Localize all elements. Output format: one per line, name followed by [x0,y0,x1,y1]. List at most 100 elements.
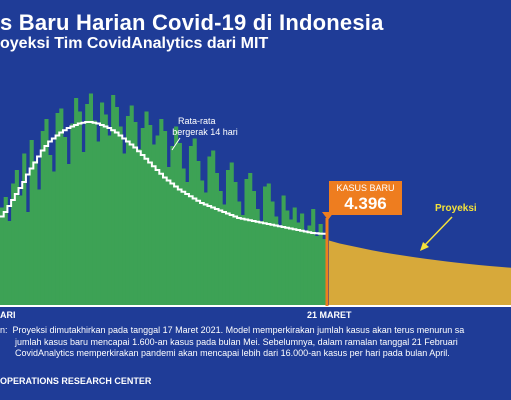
daily-cases-bar [200,180,205,305]
daily-cases-bar [244,179,249,305]
chart-note: n: Proyeksi dimutakhirkan pada tanggal 1… [0,325,464,360]
daily-cases-bar [25,212,31,305]
daily-cases-bar [111,95,116,305]
daily-cases-bar [77,111,82,305]
daily-cases-bar [88,93,94,305]
daily-cases-bar [181,168,186,305]
daily-cases-bar [148,125,153,305]
daily-cases-bar [40,131,45,305]
daily-cases-bar [144,111,149,305]
daily-cases-bar [7,221,12,305]
projection-arrow-head [420,242,429,251]
projection-label: Proyeksi [435,203,477,214]
daily-cases-bar [196,161,201,305]
chart-title: s Baru Harian Covid-19 di Indonesia [0,10,384,35]
daily-cases-bar [303,231,308,305]
daily-cases-bar [292,207,297,305]
daily-cases-bar [114,107,119,305]
current-cases-label: KASUS BARU [336,183,395,193]
daily-cases-bar [29,140,34,305]
daily-cases-bar [251,191,257,305]
daily-cases-bar [85,104,90,305]
moving-average-path [0,121,326,235]
daily-cases-bar [55,113,60,305]
daily-cases-bar [211,150,216,305]
note-line-2: jumlah kasus baru mencapai 1.600-an kasu… [0,336,458,347]
daily-cases-bar [296,222,301,305]
daily-cases-bar [318,224,323,305]
daily-cases-bar [248,173,253,305]
daily-cases-bar [3,197,8,305]
daily-cases-bar [0,207,5,305]
daily-cases-bar [118,126,123,305]
daily-cases-bar [259,221,264,305]
daily-cases-bar [188,146,194,305]
current-cases-value: 4.396 [344,194,387,213]
projection-area [329,240,511,305]
daily-cases-bar [311,209,316,305]
daily-cases-bar [66,164,71,305]
chart-subtitle: oyeksi Tim CovidAnalytics dari MIT [0,35,269,52]
daily-cases-bar [288,219,294,305]
daily-cases-bar [59,108,64,305]
x-tick-label-21-maret: 21 MARET [307,310,352,320]
daily-cases-bar [81,152,86,305]
daily-cases-bar [237,201,242,305]
daily-cases-bar [133,122,138,305]
daily-cases-bar [14,170,19,305]
moving-average-pointer [171,137,181,151]
daily-cases-bar [185,182,190,305]
daily-cases-bar [214,173,219,305]
daily-cases-bar [103,114,108,305]
daily-cases-bar [48,155,53,305]
daily-cases-bar [255,209,260,305]
moving-average-line [0,121,326,235]
daily-cases-bar [96,141,101,305]
daily-cases-bar [225,170,231,305]
daily-cases-bar [159,119,164,305]
daily-cases-bar [192,138,197,305]
daily-cases-bar [203,192,208,305]
daily-cases-bar [174,126,179,305]
daily-cases-bar [44,119,49,305]
daily-cases-bar [122,153,127,305]
moving-average-label-line-1: Rata-rata [178,116,216,126]
daily-cases-bar [263,186,268,305]
daily-cases-bar [170,146,175,305]
projection-area-shape [329,240,511,305]
daily-cases-bar [137,149,142,305]
daily-cases-bar [92,120,97,305]
daily-cases-bar [22,153,27,305]
x-tick-label-start: ARI [0,310,16,320]
daily-cases-bar [300,213,305,305]
daily-cases-bar [229,162,234,305]
daily-cases-bar [125,116,131,305]
current-cases-callout: KASUS BARU 4.396 [329,181,402,215]
daily-cases-bar [277,227,282,305]
daily-cases-bar [151,144,156,305]
daily-cases-bar [107,135,112,305]
daily-cases-bar [11,183,16,305]
daily-cases-bar [266,183,271,305]
daily-cases-bar [274,216,279,305]
daily-cases-bar [314,236,319,305]
callout-pointer [322,212,334,220]
daily-cases-bar [62,137,68,305]
daily-cases-bar [270,201,275,305]
daily-cases-bar [155,135,160,305]
daily-cases-bar [177,143,182,305]
moving-average-label-line-2: bergerak 14 hari [172,127,238,137]
daily-cases-bar [129,105,134,305]
daily-cases-bar [166,167,171,305]
daily-cases-bar [37,189,42,305]
moving-average-label: Rata-rata bergerak 14 hari [172,116,238,137]
daily-cases-bar [100,102,105,305]
daily-cases-bar [240,215,245,305]
daily-cases-bar [140,128,145,305]
daily-cases-bar [33,161,38,305]
daily-cases-bar [70,123,75,305]
daily-cases-bars [0,93,327,305]
daily-cases-bar [233,182,238,305]
source-footer: OPERATIONS RESEARCH CENTER [0,376,152,386]
